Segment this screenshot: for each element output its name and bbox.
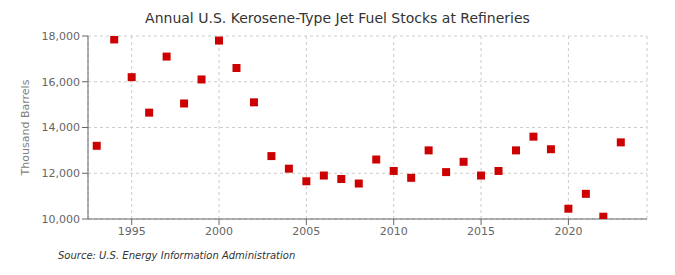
- svg-text:2020: 2020: [554, 225, 582, 238]
- html-text:Source: U.S. Energy Informatio: Source: U.S. Energy Information Administ…: [58, 250, 296, 261]
- svg-text:10,000: 10,000: [42, 213, 81, 226]
- svg-text:2010: 2010: [380, 225, 408, 238]
- svg-text:16,000: 16,000: [42, 76, 81, 89]
- svg-text:12,000: 12,000: [42, 167, 81, 180]
- svg-text:2005: 2005: [292, 225, 320, 238]
- svg-text:14,000: 14,000: [42, 121, 81, 134]
- html-text:Annual U.S. Kerosene-Type Jet: Annual U.S. Kerosene-Type Jet Fuel Stock…: [145, 10, 530, 26]
- svg-text:2000: 2000: [205, 225, 233, 238]
- svg-text:1995: 1995: [118, 225, 146, 238]
- svg-text:18,000: 18,000: [42, 30, 81, 43]
- svg-text:2015: 2015: [467, 225, 495, 238]
- svg-text:Thousand Barrels: Thousand Barrels: [19, 79, 32, 176]
